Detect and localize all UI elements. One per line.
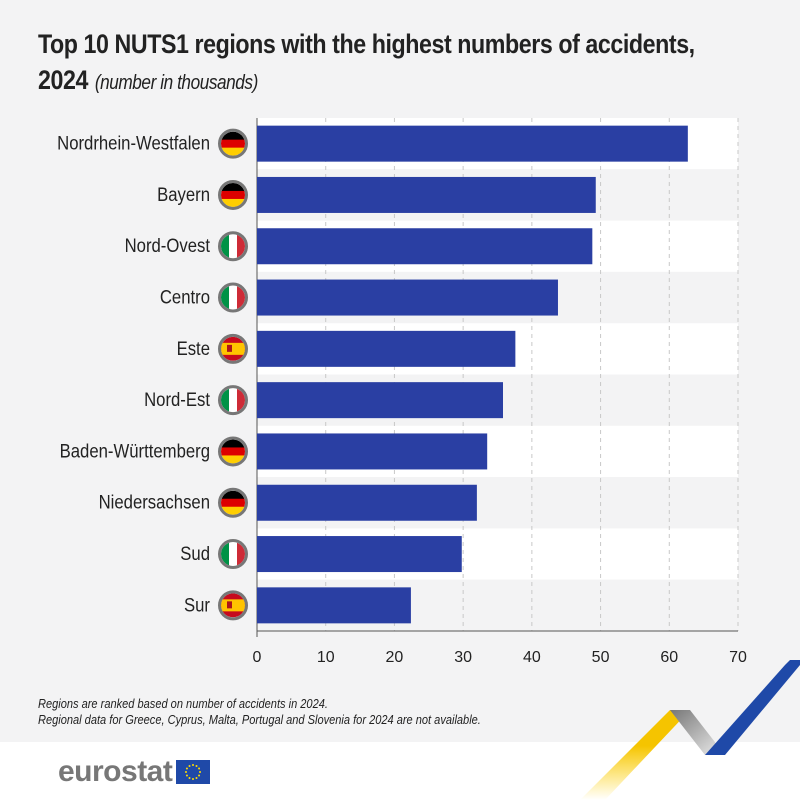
flag-icon-de — [218, 128, 248, 159]
bar — [257, 228, 593, 265]
eu-star — [195, 777, 198, 780]
category-label: Centro — [160, 287, 210, 308]
eu-star — [188, 777, 191, 780]
bar — [257, 176, 596, 213]
x-tick-label: 10 — [317, 649, 335, 666]
flag-icon-de — [218, 487, 248, 518]
eu-star — [195, 764, 198, 767]
title-year: 2024 — [38, 65, 88, 95]
category-label: Nord-Est — [144, 389, 210, 410]
category-label: Baden-Württemberg — [60, 440, 210, 461]
flag-icon-es — [218, 333, 248, 364]
eu-star — [185, 771, 188, 773]
category-label: Nordrhein-Westfalen — [57, 133, 210, 154]
eurostat-logo: eurostat — [58, 755, 211, 789]
eu-star — [198, 767, 201, 770]
x-tick-label: 40 — [523, 649, 541, 666]
title-line1: Top 10 NUTS1 regions with the highest nu… — [38, 29, 695, 59]
category-label: Bayern — [157, 184, 210, 205]
flag-icon-it — [218, 539, 248, 570]
eu-star — [192, 764, 195, 766]
decorative-ribbon — [580, 660, 800, 800]
chart-subtitle: (number in thousands) — [94, 72, 258, 94]
chart-title: Top 10 NUTS1 regions with the highest nu… — [38, 26, 778, 101]
x-tick-label: 60 — [660, 649, 678, 666]
flag-icon-es — [218, 590, 248, 621]
x-tick-label: 50 — [592, 649, 610, 666]
category-label: Este — [177, 338, 210, 359]
eu-star — [186, 767, 189, 770]
bar — [257, 382, 503, 419]
eu-star — [192, 778, 195, 780]
x-tick-label: 70 — [729, 649, 747, 666]
bar — [257, 484, 477, 521]
footer-band — [0, 742, 800, 800]
x-tick-label: 20 — [386, 649, 404, 666]
eu-star — [186, 774, 189, 777]
eu-star — [188, 764, 191, 767]
bar — [257, 433, 488, 470]
flag-icon-de — [218, 179, 248, 210]
footnote-2: Regional data for Greece, Cyprus, Malta,… — [38, 712, 481, 727]
bar — [257, 330, 516, 367]
bar — [257, 536, 462, 573]
category-label: Sur — [184, 594, 210, 615]
flag-icon-it — [218, 385, 248, 416]
footnote-1: Regions are ranked based on number of ac… — [38, 696, 328, 711]
x-tick-label: 0 — [253, 649, 262, 666]
logo-text: eurostat — [58, 755, 173, 788]
category-label: Nord-Ovest — [125, 235, 210, 256]
flag-icon-de — [218, 436, 248, 467]
flag-icon-it — [218, 282, 248, 313]
eu-star — [199, 771, 202, 773]
eu-star — [198, 774, 201, 777]
bar-chart: 0 10 20 30 40 50 60 70 Nordrhein-Westfalen Bayern… — [57, 118, 747, 666]
bar — [257, 587, 411, 624]
bar — [257, 125, 688, 162]
category-label: Niedersachsen — [99, 492, 210, 513]
eu-flag-icon — [176, 760, 211, 784]
category-label: Sud — [180, 543, 210, 564]
x-tick-label: 30 — [454, 649, 472, 666]
flag-icon-it — [218, 231, 248, 262]
bar — [257, 279, 558, 316]
